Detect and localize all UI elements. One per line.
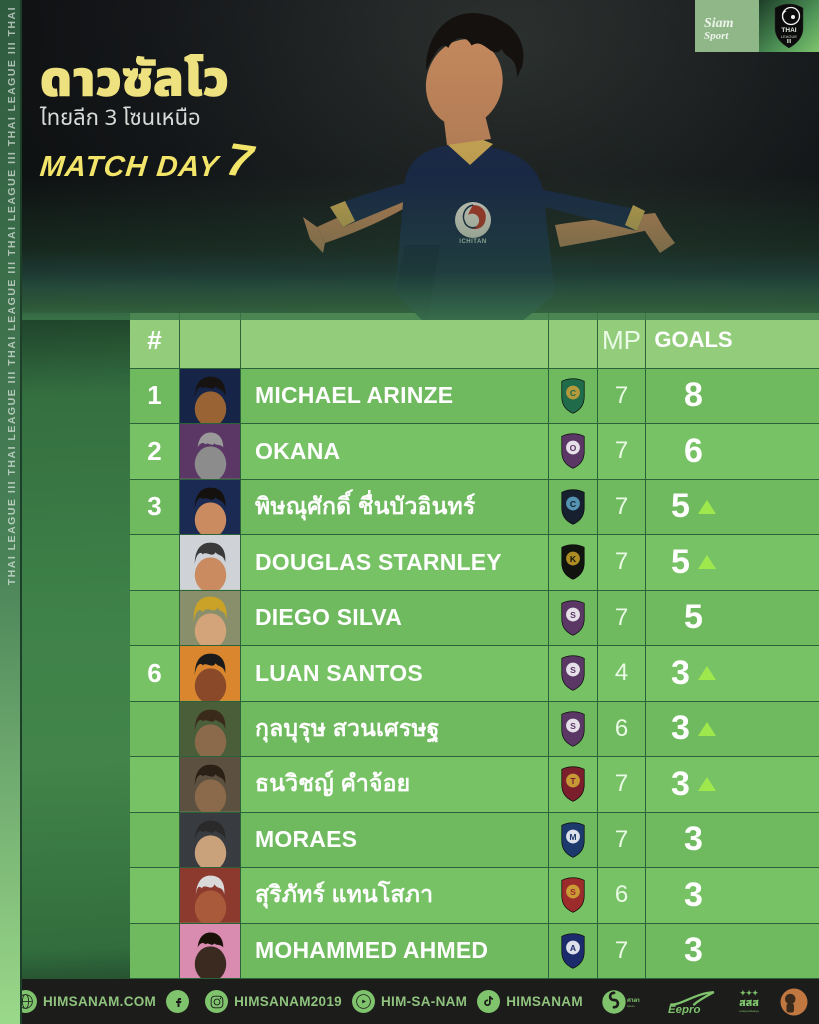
svg-text:THAI: THAI [781, 27, 796, 34]
svg-text:S: S [570, 721, 576, 731]
svg-text:M: M [569, 832, 576, 842]
svg-text:K: K [570, 554, 577, 564]
svg-text:Eepro: Eepro [668, 1003, 700, 1014]
svg-text:C: C [570, 499, 576, 509]
svg-text:III: III [787, 39, 792, 45]
svg-text:ฟุตบอล: ฟุตบอล [627, 1004, 635, 1009]
svg-text:C: C [570, 388, 576, 398]
svg-text:S: S [570, 887, 576, 897]
svg-text:S: S [570, 610, 576, 620]
svg-text:T: T [570, 776, 576, 786]
svg-text:Sport: Sport [704, 30, 729, 41]
svg-text:สสส: สสส [739, 995, 759, 1011]
svg-text:O: O [570, 443, 577, 453]
svg-text:ศาลา: ศาลา [627, 996, 640, 1005]
svg-text:Siam: Siam [704, 16, 734, 31]
svg-text:S: S [570, 665, 576, 675]
svg-text:กองทุนสนับสนุน: กองทุนสนับสนุน [739, 1009, 759, 1014]
svg-text:A: A [570, 943, 576, 953]
